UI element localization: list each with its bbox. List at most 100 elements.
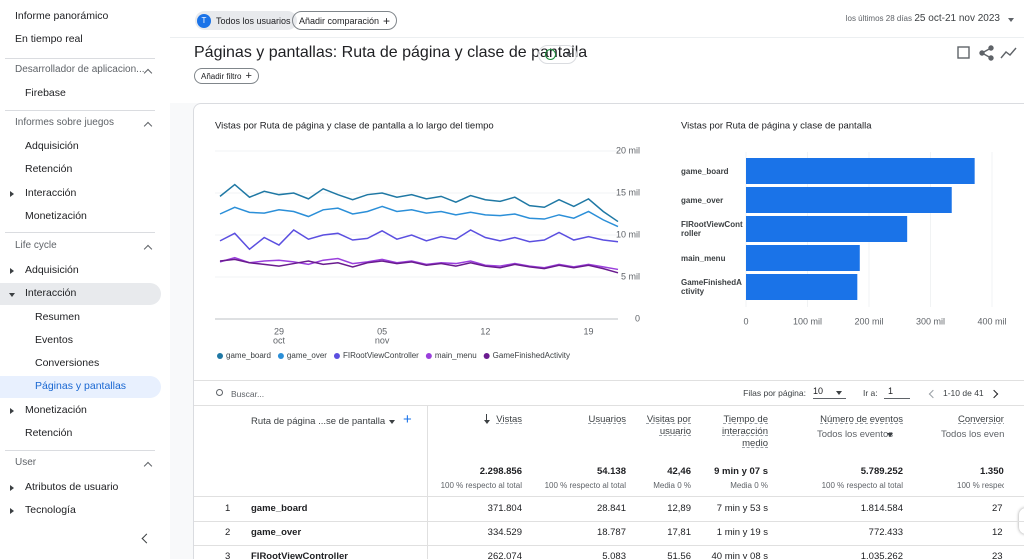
nav-item[interactable]: Informe panorámico [15,10,109,22]
date-dropdown[interactable] [1008,18,1014,22]
rows-select[interactable]: 10 [813,386,846,399]
column-subheader: Todos los eventos [941,429,1004,440]
row-number: 1 [225,503,231,514]
row-value: 51,56 [667,551,691,559]
x-tick-label: 12 [480,326,490,336]
column-header[interactable]: Usuarios [588,414,627,425]
nav-item[interactable]: Eventos [35,334,73,346]
x-tick-label: 400 mil [977,316,1006,326]
row-dimension[interactable]: game_over [251,527,302,538]
column-header[interactable]: Conversiones [958,414,1004,425]
y-tick-label: 15 mil [616,187,640,197]
row-value: 1.035.262 [860,551,903,559]
line-series [219,229,619,251]
row-value: 23 [992,551,1003,559]
customize-icon[interactable] [957,46,970,59]
x-tick-label: 29 [274,326,284,336]
x-tick-label: 200 mil [854,316,883,326]
goto-label: Ir a: [863,388,878,398]
x-tick-sublabel: oct [273,335,286,345]
nav-item[interactable]: Resumen [35,311,80,323]
plus-icon: + [383,13,391,28]
total-note: Media 0 % [730,481,768,490]
x-tick-label: 19 [584,326,594,336]
column-subheader[interactable]: Todos los eventos [816,429,893,440]
add-comparison[interactable]: Añadir comparación + [292,11,398,30]
nav-item[interactable]: Tecnología [25,504,76,516]
table-rule [194,545,1024,546]
x-tick-label: 0 [743,316,748,326]
nav-item[interactable]: Life cycle [15,240,57,251]
date-range[interactable]: 25 oct-21 nov 2023 [914,13,1000,24]
legend-label: GameFinishedActivity [493,351,570,360]
bar-label: FIRootViewController [681,220,743,238]
rows-label: Filas por página: [743,388,806,398]
nav-arrow [9,293,15,297]
bar [746,245,860,271]
row-dimension[interactable]: FIRootViewController [251,551,348,559]
nav-item[interactable]: Monetización [25,210,87,222]
bar-label: game_over [681,195,724,205]
table-rule [194,521,1024,522]
row-dimension[interactable]: game_board [251,503,308,514]
nav-item[interactable]: En tiempo real [15,33,83,45]
chart-title: Vistas por Ruta de página y clase de pan… [215,121,494,132]
line-series [219,205,619,228]
segment-avatar: T [197,13,211,28]
nav-item[interactable]: Desarrollador de aplicacion... [15,64,145,75]
nav-item[interactable]: Firebase [25,87,66,99]
legend-marker [217,353,223,359]
bar [746,216,908,242]
search-input[interactable]: Buscar... [231,389,265,399]
sort-arrow-head [483,420,490,424]
segment-chip[interactable]: T Todos los usuarios [195,11,297,30]
column-header[interactable]: Número de eventos [820,414,903,425]
total-value: 42,46 [667,466,691,477]
bar [746,187,952,213]
row-value: 12,89 [667,503,691,514]
total-note: 100 % respecto al total [440,481,522,490]
column-header[interactable]: Ruta de página ...se de pantalla [251,416,386,427]
insights-icon[interactable] [1000,47,1017,59]
page-title: Páginas y pantallas: Ruta de página y cl… [194,44,588,61]
status-chip[interactable] [538,45,577,64]
legend-label: main_menu [435,351,477,360]
legend-label: game_board [226,351,271,360]
nav-item[interactable]: Retención [25,163,73,175]
nav-item[interactable]: Atributos de usuario [25,481,119,493]
nav-item[interactable]: User [15,457,37,468]
column-header[interactable]: Vistas [496,414,522,425]
row-value: 334.529 [487,527,522,538]
goto-input[interactable]: 1 [884,386,910,399]
dim-dropdown[interactable] [389,420,395,424]
toolbar-icons[interactable] [955,44,1021,62]
add-dimension[interactable]: + [403,411,412,428]
share-icon[interactable] [979,45,994,61]
nav-item[interactable]: Interacción [25,187,77,199]
x-tick-sublabel: nov [375,335,390,345]
nav-item[interactable]: Monetización [25,404,87,416]
column-header[interactable]: Visitas por usuario [646,414,691,437]
nav-item[interactable]: Adquisición [25,264,79,276]
line-series [219,258,619,274]
nav-separator [5,110,155,111]
row-value: 7 min y 53 s [716,503,768,514]
row-value: 40 min y 08 s [711,551,769,559]
nav-item[interactable]: Retención [25,427,73,439]
segment-label: Todos los usuarios [216,15,291,26]
nav-item[interactable]: Adquisición [25,140,79,152]
total-note: 100 % respecto al total [821,481,903,490]
add-filter[interactable]: Añadir filtro + [194,68,259,84]
nav-item[interactable]: Informes sobre juegos [15,117,114,128]
column-divider [427,405,428,559]
sidebar: Informe panorámico En tiempo real Desarrol… [0,0,170,559]
nav-item[interactable]: Páginas y pantallas [35,380,127,392]
row-value: 12 [992,527,1003,538]
row-value: 17,81 [667,527,691,538]
column-header[interactable]: Tiempo de interacción medio [722,414,768,449]
y-tick-label: 20 mil [616,145,640,155]
nav-item[interactable]: Interacción [25,287,77,299]
nav-item[interactable]: Conversiones [35,357,100,369]
bar-label: game_board [681,166,729,176]
